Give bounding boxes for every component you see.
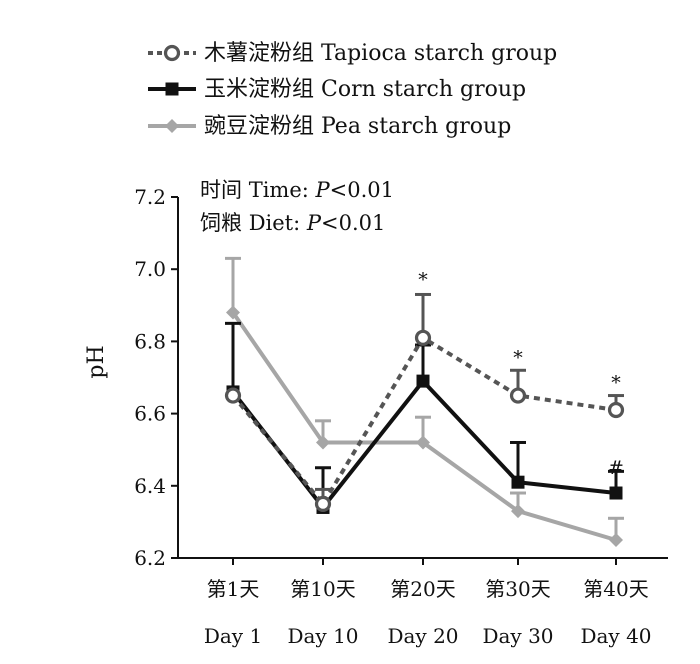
stat-label-cn: 饲粮: [200, 211, 249, 235]
legend-marker-pea: [165, 119, 179, 133]
x-tick-label-cn: 第30天: [485, 577, 550, 601]
y-tick-label: 7.0: [134, 257, 166, 281]
data-point-pea: [316, 435, 330, 450]
data-point-pea: [416, 435, 430, 450]
data-point-tapioca: [314, 495, 332, 512]
series-tapioca: [224, 292, 625, 512]
stat-p: P: [306, 211, 322, 235]
legend-item-tapioca: 木薯淀粉组 Tapioca starch group: [148, 41, 557, 66]
significance-mark: *: [418, 269, 428, 291]
stat-line-1: 饲粮 Diet: P<0.01: [200, 211, 385, 235]
x-tick-label-cn: 第20天: [390, 577, 455, 601]
stat-value: <0.01: [330, 178, 394, 202]
legend-label-pea: 豌豆淀粉组 Pea starch group: [204, 114, 511, 139]
axes: 6.2 6.4 6.6 6.8 7.0 7.2 第1天 Day 1 第10天 Day 10 第20天…: [84, 185, 668, 648]
data-point-tapioca: [224, 387, 242, 404]
y-tick-label: 6.2: [134, 546, 166, 570]
y-tick-label: 6.6: [134, 402, 166, 426]
data-point-pea: [511, 504, 525, 519]
x-tick-label-en: Day 30: [482, 624, 553, 648]
stat-line-0: 时间 Time: P<0.01: [200, 178, 394, 202]
data-point-corn: [609, 486, 623, 500]
legend-item-pea: 豌豆淀粉组 Pea starch group: [148, 114, 511, 139]
y-tick-label: 6.8: [134, 329, 166, 353]
data-point-tapioca: [414, 329, 432, 346]
x-tick-label-cn: 第10天: [290, 577, 355, 601]
y-axis-label: pH: [84, 345, 109, 378]
y-tick-label: 7.2: [134, 185, 166, 209]
legend-marker-tapioca: [163, 44, 181, 62]
legend-item-corn: 玉米淀粉组 Corn starch group: [148, 77, 526, 102]
legend-label-corn: 玉米淀粉组 Corn starch group: [204, 77, 526, 102]
stat-label-en: Time:: [249, 178, 316, 202]
x-tick-label-en: Day 1: [204, 624, 262, 648]
stat-label-en: Diet:: [249, 211, 307, 235]
legend: 木薯淀粉组 Tapioca starch group 玉米淀粉组 Corn sta…: [148, 41, 557, 139]
series-layer: [224, 256, 625, 547]
annotation-layer: * * * #: [418, 269, 624, 479]
data-point-pea: [226, 305, 240, 320]
y-tick-label: 6.4: [134, 474, 166, 498]
stat-value: <0.01: [321, 211, 385, 235]
data-point-pea: [609, 532, 623, 547]
significance-mark: *: [513, 347, 523, 369]
data-point-tapioca: [509, 387, 527, 404]
x-tick-label-en: Day 10: [287, 624, 358, 648]
x-tick-label-en: Day 20: [387, 624, 458, 648]
data-point-corn: [511, 475, 525, 489]
stat-label-cn: 时间: [200, 178, 249, 202]
series-corn: [225, 321, 624, 514]
x-tick-label-cn: 第1天: [207, 577, 260, 601]
legend-marker-corn: [165, 82, 179, 96]
data-point-tapioca: [607, 401, 625, 419]
data-point-corn: [416, 374, 430, 388]
significance-mark: *: [611, 372, 621, 394]
x-tick-label-cn: 第40天: [583, 577, 648, 601]
significance-mark: #: [608, 457, 624, 479]
stat-p: P: [315, 178, 331, 202]
series-pea: [225, 256, 624, 547]
x-tick-label-en: Day 40: [580, 624, 651, 648]
legend-label-tapioca: 木薯淀粉组 Tapioca starch group: [204, 41, 557, 66]
